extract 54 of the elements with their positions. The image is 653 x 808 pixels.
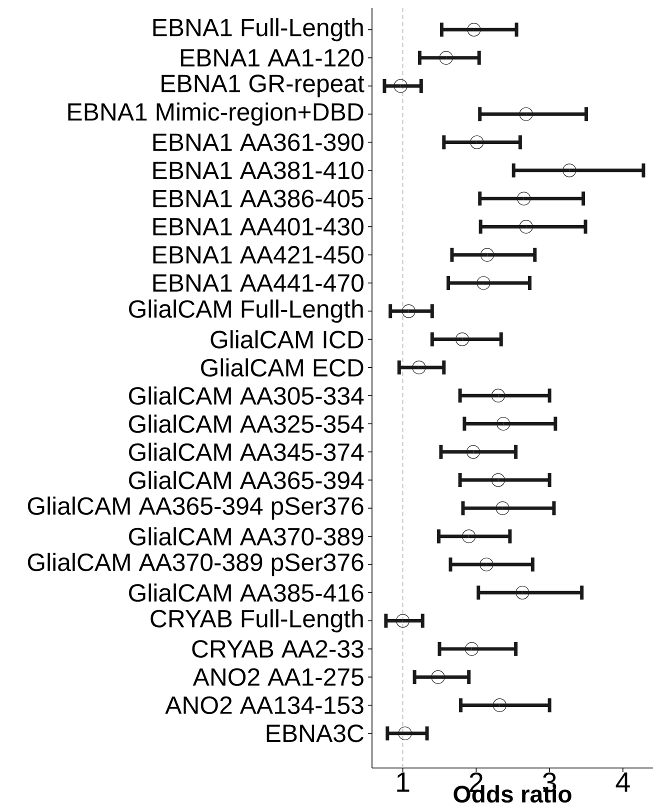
point — [517, 192, 531, 206]
y-tick-label: GlialCAM ECD — [201, 358, 364, 377]
y-tick-label: EBNA1 GR-repeat — [162, 74, 364, 98]
point — [396, 614, 410, 628]
y-tick-label: GlialCAM Full-Length — [129, 300, 363, 323]
point — [464, 642, 479, 656]
point — [455, 332, 470, 346]
y-tick-label: GlialCAM AA385-416 — [129, 583, 364, 602]
y-tick-label: EBNA1 AA381-410 — [153, 162, 364, 180]
point — [398, 726, 412, 740]
point — [439, 51, 453, 65]
y-tick-label: EBNA1 Full-Length — [153, 18, 363, 42]
point — [496, 416, 510, 431]
point — [516, 586, 530, 600]
point — [402, 304, 416, 318]
y-tick-label: ANO2 AA1-275 — [192, 668, 364, 686]
point — [480, 248, 494, 262]
y-tick-label: GlialCAM AA365-394 — [129, 470, 364, 490]
point — [467, 22, 481, 36]
point — [394, 79, 408, 93]
y-tick-label: EBNA1 Mimic-region+DBD — [68, 102, 364, 126]
y-tick-label: EBNA1 AA386-405 — [153, 190, 364, 208]
y-tick-label: EBNA1 AA1-120 — [181, 49, 364, 67]
point — [492, 698, 506, 712]
y-tick-label: GlialCAM AA365-394 pSer376 — [28, 496, 364, 520]
y-tick-label: EBNA3C — [266, 724, 364, 742]
point — [480, 558, 494, 572]
y-tick-label: GlialCAM AA345-374 — [129, 442, 364, 462]
point — [412, 360, 426, 374]
y-tick-label: GlialCAM AA325-354 — [129, 414, 364, 433]
point — [476, 276, 490, 290]
y-tick-label: GlialCAM AA305-334 — [129, 386, 364, 405]
point — [462, 530, 476, 544]
y-tick-label: CRYAB AA2-33 — [192, 640, 364, 658]
point — [519, 220, 533, 234]
y-tick-label: EBNA1 AA421-450 — [153, 246, 364, 264]
point — [466, 445, 480, 459]
x-tick-label: 4 — [616, 772, 630, 792]
y-tick-label: EBNA1 AA361-390 — [153, 133, 364, 152]
y-tick-label: EBNA1 AA401-430 — [153, 218, 364, 236]
y-tick-label: ANO2 AA134-153 — [165, 696, 364, 714]
y-tick-label: CRYAB Full-Length — [150, 609, 363, 632]
y-tick-label: GlialCAM AA370-389 — [129, 527, 364, 546]
point — [470, 135, 484, 150]
y-tick-label: GlialCAM AA370-389 pSer376 — [28, 552, 364, 576]
y-tick-label: EBNA1 AA441-470 — [153, 274, 364, 292]
point — [562, 164, 576, 178]
point — [496, 501, 510, 515]
point — [491, 473, 505, 487]
point — [491, 388, 505, 402]
point — [519, 107, 533, 121]
point — [431, 670, 445, 684]
y-tick-label: GlialCAM ICD — [210, 330, 364, 348]
x-tick-label: 1 — [397, 772, 410, 792]
